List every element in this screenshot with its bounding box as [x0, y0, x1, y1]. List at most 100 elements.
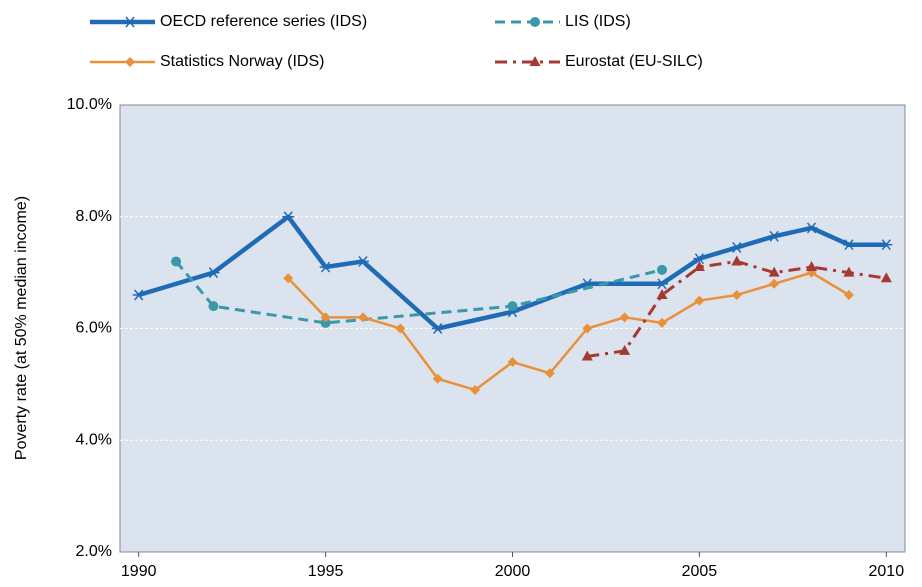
marker [432, 373, 443, 384]
marker-shape [880, 272, 892, 283]
marker-shape [806, 261, 818, 272]
marker-shape [731, 289, 742, 300]
marker-stroke [844, 239, 854, 251]
marker-shape [582, 323, 593, 334]
marker-shape [208, 301, 219, 312]
marker [283, 273, 294, 284]
y-tick-label: 10.0% [67, 96, 112, 113]
marker [619, 344, 631, 355]
marker-stroke [321, 261, 331, 273]
marker-stroke [125, 16, 135, 28]
marker [880, 239, 893, 251]
marker-shape [768, 266, 780, 277]
marker-shape [395, 323, 406, 334]
marker [357, 312, 368, 323]
marker [805, 222, 818, 234]
marker-stroke [694, 253, 704, 265]
marker [395, 323, 406, 334]
marker-stroke [657, 278, 667, 290]
marker-shape [619, 344, 631, 355]
legend-label: Statistics Norway (IDS) [160, 53, 324, 70]
marker-shape [657, 264, 668, 275]
marker [507, 357, 518, 368]
legend-label: OECD reference series (IDS) [160, 13, 367, 30]
marker-shape [544, 368, 555, 379]
marker-stroke [134, 289, 144, 301]
marker-shape [507, 357, 518, 368]
marker [880, 272, 892, 283]
marker-stroke [881, 239, 891, 251]
marker-shape [693, 261, 705, 272]
marker-shape [843, 266, 855, 277]
marker-stroke [769, 230, 779, 242]
marker-stroke [433, 323, 443, 334]
marker [171, 256, 182, 267]
y-tick-label: 4.0% [76, 431, 112, 448]
marker [125, 57, 135, 67]
marker [319, 261, 332, 273]
marker-shape [694, 295, 705, 306]
marker [731, 255, 743, 266]
marker [208, 301, 219, 312]
marker [320, 312, 331, 323]
marker [431, 323, 444, 334]
marker-stroke [806, 222, 817, 234]
marker-shape [529, 56, 541, 66]
marker-shape [731, 255, 743, 266]
marker-shape [769, 278, 780, 289]
marker-shape [283, 273, 294, 284]
marker [693, 253, 706, 265]
marker-stroke [283, 211, 293, 223]
marker-shape [357, 312, 368, 323]
x-tick-label: 1990 [121, 563, 157, 580]
marker-stroke [208, 267, 219, 279]
y-tick-label: 8.0% [76, 208, 112, 225]
marker [769, 278, 780, 289]
marker-shape [619, 312, 630, 323]
marker-stroke [732, 242, 742, 253]
marker [581, 350, 593, 361]
marker [843, 289, 854, 300]
marker-shape [171, 256, 182, 267]
marker [730, 242, 743, 253]
marker [544, 368, 555, 379]
marker [282, 211, 295, 223]
marker [207, 267, 220, 279]
marker [731, 289, 742, 300]
marker [356, 255, 369, 267]
marker [693, 261, 705, 272]
x-tick-label: 1995 [308, 563, 344, 580]
marker [806, 261, 818, 272]
marker-shape [320, 317, 331, 328]
marker-stroke [358, 255, 368, 267]
y-tick-label: 6.0% [76, 320, 112, 337]
marker [619, 312, 630, 323]
marker [694, 295, 705, 306]
marker-shape [507, 301, 518, 312]
marker-shape [320, 312, 331, 323]
marker [656, 278, 669, 290]
marker-shape [581, 350, 593, 361]
legend-label: LIS (IDS) [565, 13, 631, 30]
marker-shape [470, 384, 481, 395]
x-tick-label: 2000 [495, 563, 531, 580]
y-axis-label: Poverty rate (at 50% median income) [13, 196, 30, 460]
x-tick-label: 2005 [682, 563, 718, 580]
marker [842, 239, 855, 251]
marker [656, 288, 668, 299]
marker [124, 16, 136, 28]
marker-shape [657, 317, 668, 328]
marker-shape [843, 289, 854, 300]
marker [320, 317, 331, 328]
marker-shape [125, 57, 135, 67]
marker [507, 301, 518, 312]
marker [657, 317, 668, 328]
marker-shape [656, 288, 668, 299]
y-tick-label: 2.0% [76, 543, 112, 560]
series-line [287, 271, 850, 392]
marker [768, 230, 781, 242]
marker [657, 264, 668, 275]
x-tick-label: 2010 [869, 563, 905, 580]
marker-shape [530, 17, 540, 27]
